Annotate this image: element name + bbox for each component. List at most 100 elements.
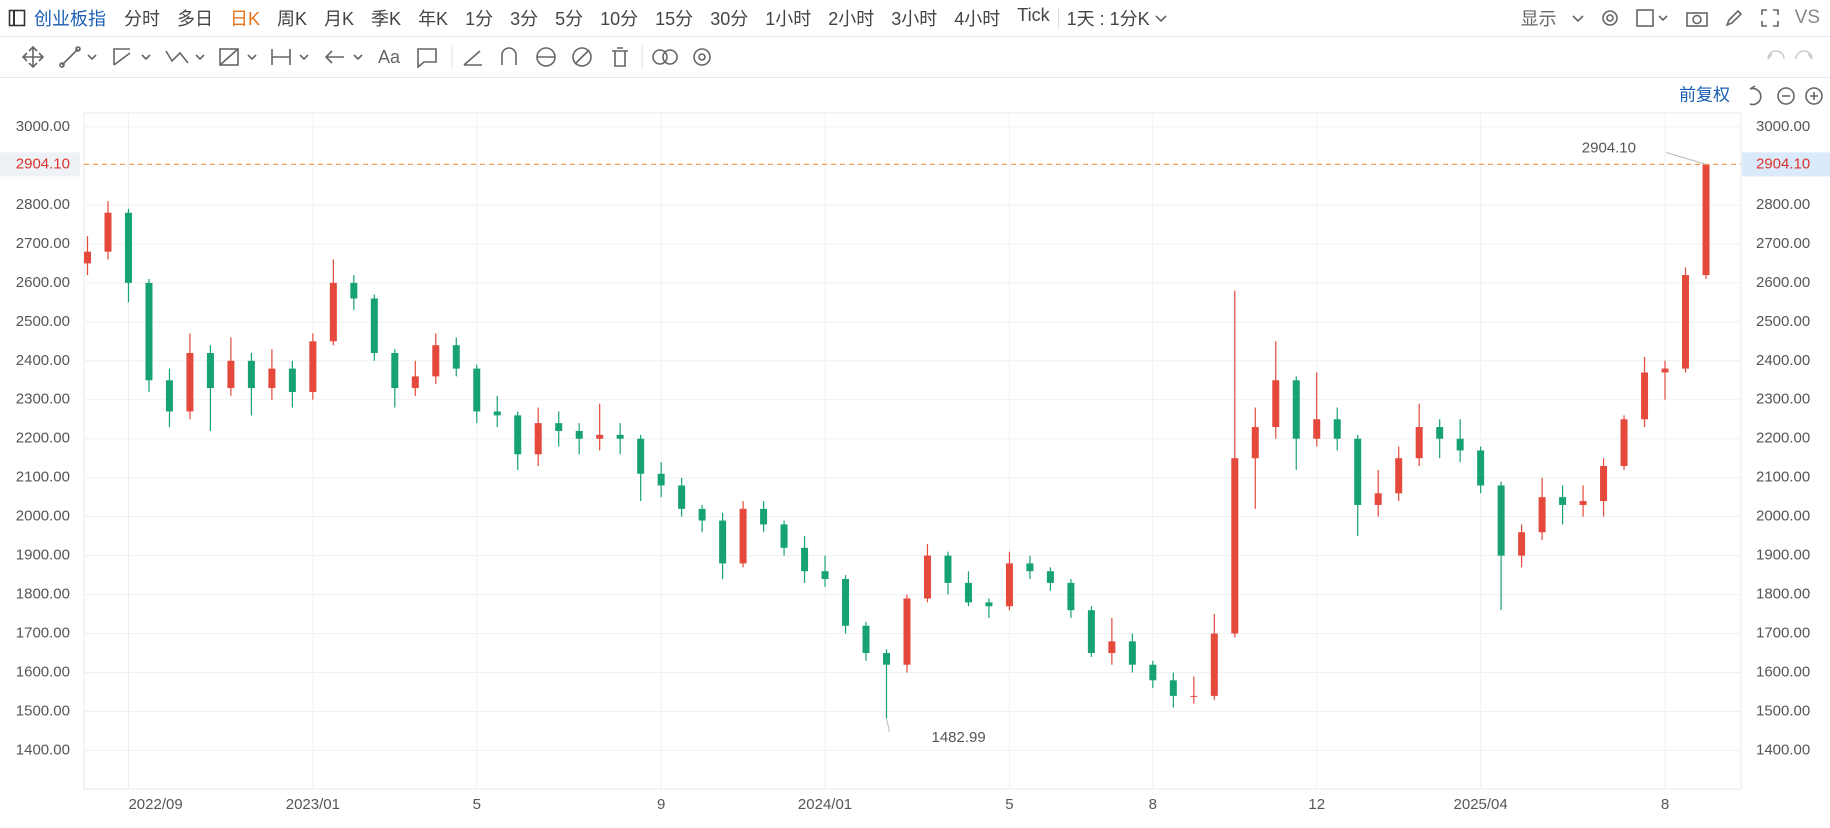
period-tab[interactable]: 5分 [555,9,584,29]
period-tab[interactable]: 日K [230,9,261,29]
fullscreen-icon[interactable] [1759,7,1781,29]
candle-body [1456,438,1464,451]
period-tab[interactable]: 3小时 [891,9,938,29]
period-tab[interactable]: 4小时 [954,9,1001,29]
compare-button[interactable]: VS [1794,7,1820,28]
zoom-in[interactable] [1805,87,1823,105]
candle-body [923,555,931,599]
annotation-leader [1665,151,1707,165]
period-tab[interactable]: Tick [1017,5,1050,25]
candle-body [1333,419,1341,439]
camera-icon[interactable] [1685,7,1709,29]
candle-body [719,520,727,564]
measure-tool[interactable] [271,49,309,65]
candle-body [534,423,542,455]
period-tab[interactable]: 2小时 [828,9,875,29]
x-tick-label: 8 [1661,796,1669,813]
arrow-tool[interactable] [324,50,363,64]
chart-controls [1749,85,1823,106]
candle-body [247,360,255,389]
period-tab[interactable]: 月K [324,9,355,29]
draw-settings[interactable] [693,48,711,66]
candle-body [1190,695,1198,697]
current-price-box [0,152,80,177]
period-tab[interactable]: 10分 [600,9,639,29]
adjust-mode[interactable]: 前复权 [1679,85,1730,104]
candle-body [1087,610,1095,654]
channel-tool[interactable] [113,48,151,66]
candle-body [350,282,358,299]
y-tick-label: 1700.00 [16,625,70,642]
settings-icon[interactable] [1599,7,1621,29]
candle-body [698,508,706,521]
fib-tool[interactable] [219,48,257,66]
period-tab[interactable]: 1小时 [765,9,812,29]
annotation-leader [886,717,890,733]
menu-icon [8,9,26,27]
x-tick-label: 2025/04 [1454,796,1508,813]
candle-body [104,212,112,252]
visibility-tool[interactable] [536,47,556,67]
zoom-out[interactable] [1777,87,1795,105]
period-tab[interactable]: 周K [277,9,308,29]
candle-body [903,598,911,665]
symbol-selector[interactable]: 创业板指 [8,5,106,31]
angle-tool[interactable] [463,50,482,66]
candle-body [1477,450,1485,486]
y-tick-label-right: 2400.00 [1756,352,1810,369]
candle-body [84,251,91,264]
y-tick-label-right: 1600.00 [1756,663,1810,680]
period-tab[interactable]: 15分 [655,9,694,29]
redo[interactable] [1795,50,1813,60]
period-tab[interactable]: 30分 [710,9,749,29]
candle-body [268,368,276,389]
link-tool[interactable] [652,49,678,65]
candle-body [1128,641,1136,665]
drawing-toolbar: Aa [0,37,1830,78]
candle-body [206,353,214,389]
reset-button[interactable] [1749,85,1762,106]
y-tick-label: 2800.00 [16,196,70,213]
period-tab[interactable]: 多日 [177,9,213,29]
wave-tool[interactable] [165,50,205,64]
x-tick-label: 2024/01 [798,796,852,813]
symbol[interactable]: 创业板指 [34,9,106,29]
candle-body [1579,501,1587,505]
note-tool[interactable] [417,48,437,69]
y-tick-label: 2300.00 [16,391,70,408]
y-tick-label: 2000.00 [16,508,70,525]
top-toolbar: 创业板指 分时 多日 日K 周K 月K 季K 年K 1分 3分 5分 10分 15分 30分 1小时 2小时… [0,0,1830,37]
candle-body [452,345,460,369]
undo[interactable] [1767,50,1785,60]
period-tab[interactable]: 年K [418,9,449,29]
period-tab[interactable]: 3分 [510,9,539,29]
delete-tool[interactable] [612,47,628,67]
period-tab[interactable]: 季K [371,9,402,29]
period-tab[interactable]: 分时 [124,9,160,29]
candle-body [1251,427,1259,459]
current-price-box-right [1742,152,1830,177]
annotation-label: 2904.10 [1582,139,1636,156]
candle-body [964,582,972,603]
candle-body [575,430,583,439]
display-menu[interactable]: 显示 [1520,9,1557,29]
period-list: 分时 多日 日K 周K 月K 季K 年K 1分 3分 5分 10分 15分 30分 1小时 2小时 3小时 4小… [124,5,1050,31]
x-tick-label: 5 [1005,796,1013,813]
text-tool[interactable]: Aa [378,47,401,67]
line-tool[interactable] [59,46,97,68]
candle-body [309,341,317,392]
magnet-tool[interactable] [501,47,517,65]
interval-selector[interactable]: 1天 : 1分K [1066,9,1150,29]
candle-body [493,411,501,416]
pen-icon[interactable] [1723,7,1745,29]
hide-tool[interactable] [572,47,592,67]
y-tick-label: 1500.00 [16,702,70,719]
candle-body [391,353,399,389]
layout-icon[interactable] [1635,7,1671,29]
y-tick-label: 1400.00 [16,741,70,758]
move-tool[interactable] [21,45,45,69]
candle-body [1620,419,1628,467]
y-tick-label-right: 2700.00 [1756,235,1810,252]
period-tab[interactable]: 1分 [465,9,494,29]
candle-body [862,625,870,654]
